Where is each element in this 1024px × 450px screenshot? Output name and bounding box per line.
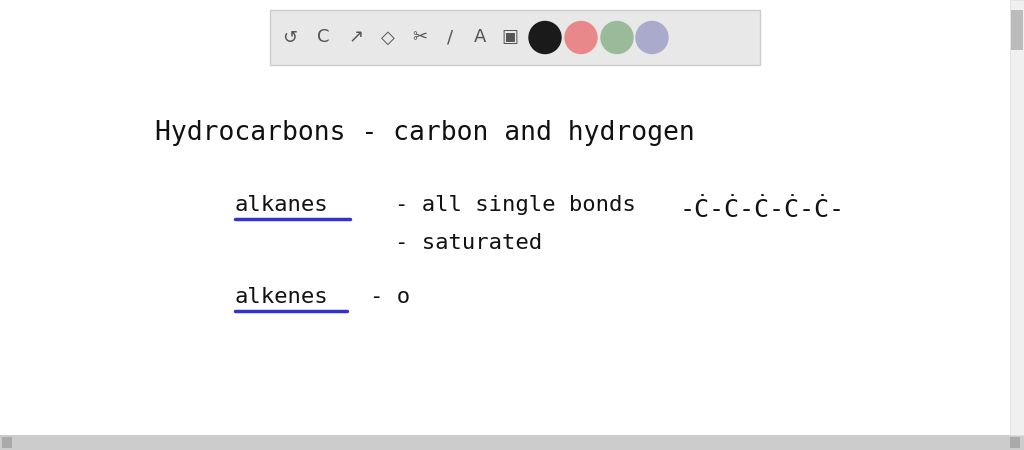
Text: ✂: ✂ bbox=[413, 28, 428, 46]
Text: ↺: ↺ bbox=[283, 28, 298, 46]
Bar bbox=[1010, 437, 1020, 448]
Text: A: A bbox=[474, 28, 486, 46]
Bar bbox=[0, 435, 1024, 450]
Circle shape bbox=[636, 22, 668, 54]
Text: /: / bbox=[446, 28, 453, 46]
Circle shape bbox=[529, 22, 561, 54]
Text: alkanes: alkanes bbox=[234, 195, 329, 215]
Text: Hydrocarbons - carbon and hydrogen: Hydrocarbons - carbon and hydrogen bbox=[155, 120, 694, 146]
Circle shape bbox=[601, 22, 633, 54]
Text: - all single bonds: - all single bonds bbox=[395, 195, 636, 215]
Bar bbox=[1010, 0, 1024, 435]
Text: -Ċ-Ċ-Ċ-Ċ-Ċ-: -Ċ-Ċ-Ċ-Ċ-Ċ- bbox=[680, 198, 845, 222]
Bar bbox=[270, 10, 760, 65]
Bar bbox=[1011, 10, 1023, 50]
Circle shape bbox=[565, 22, 597, 54]
Text: ◇: ◇ bbox=[381, 28, 395, 46]
Text: ↗: ↗ bbox=[348, 28, 364, 46]
Text: alkenes: alkenes bbox=[234, 287, 329, 307]
Text: ▣: ▣ bbox=[502, 28, 518, 46]
Text: - o: - o bbox=[370, 287, 411, 307]
Text: C: C bbox=[316, 28, 330, 46]
Bar bbox=[2, 437, 12, 448]
Text: - saturated: - saturated bbox=[395, 233, 542, 253]
